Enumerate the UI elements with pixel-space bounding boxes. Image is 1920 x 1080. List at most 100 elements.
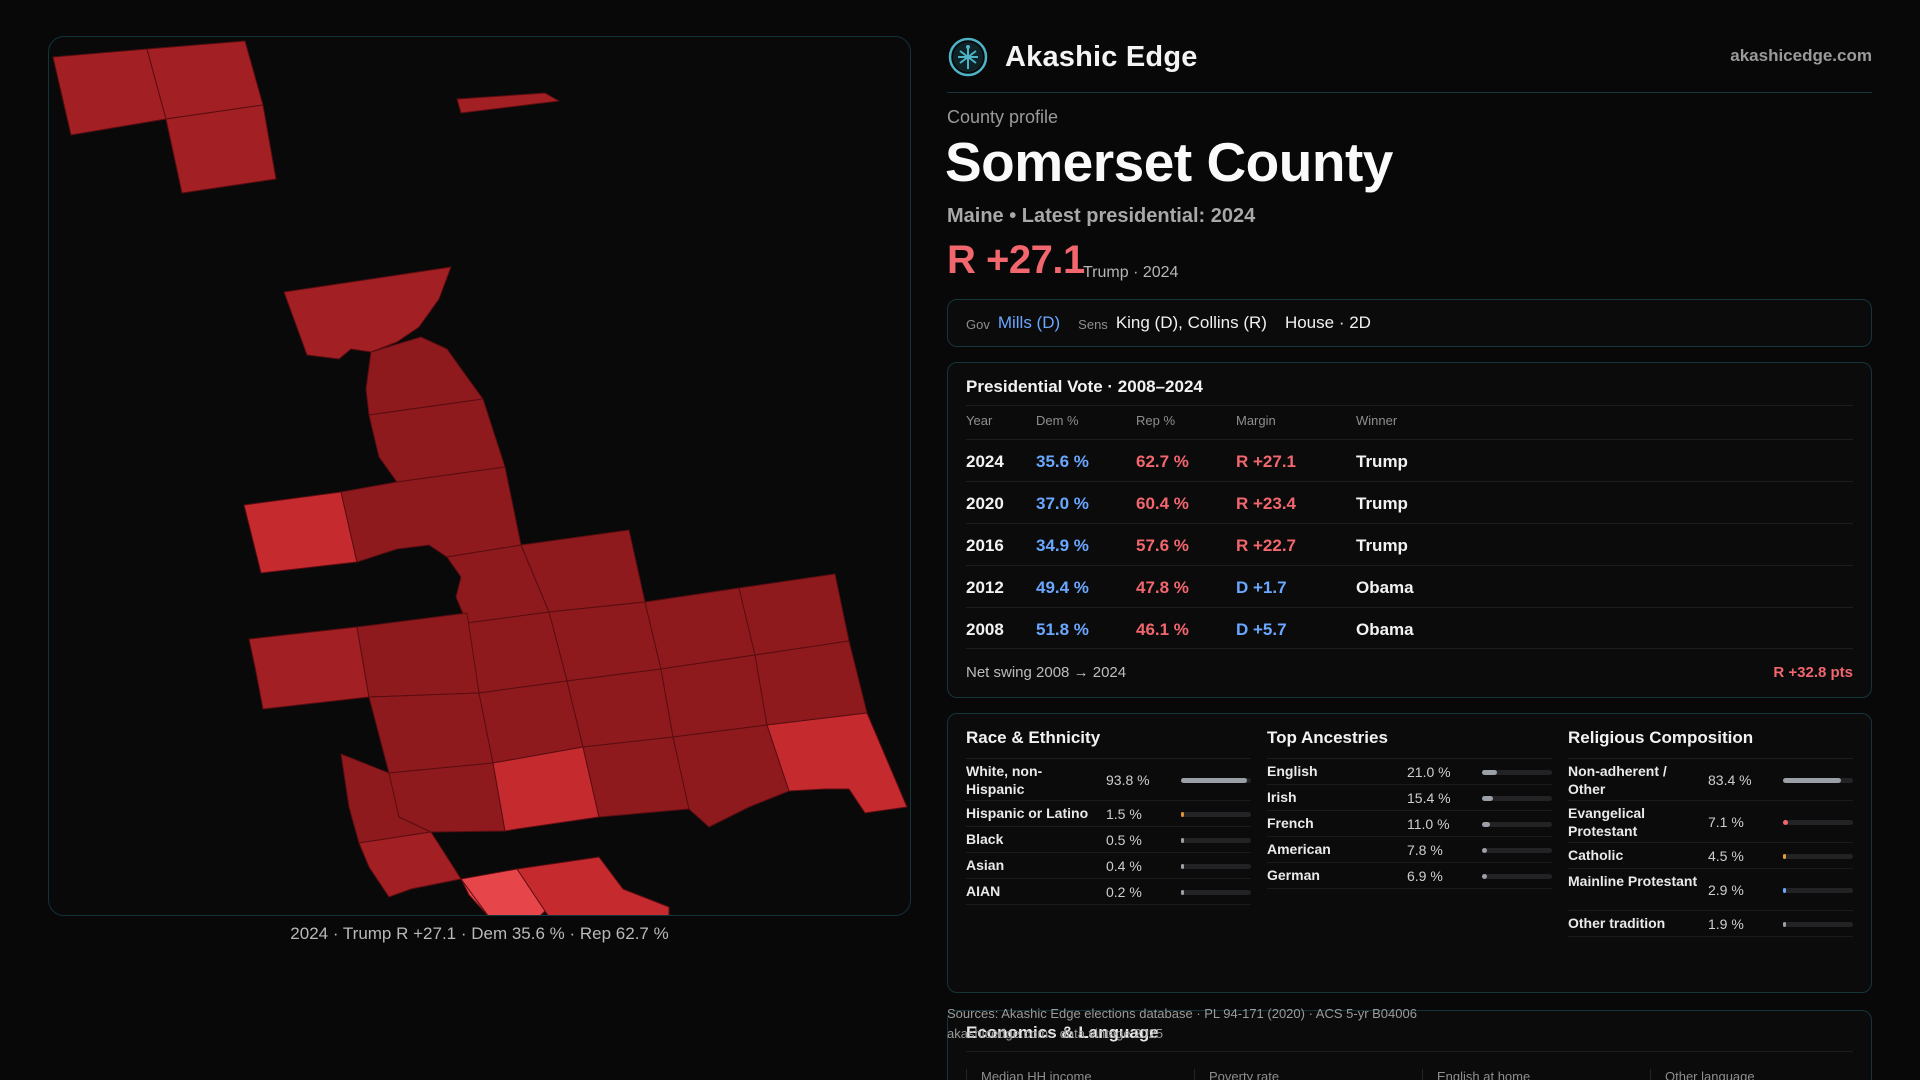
col-winner: Winner bbox=[1356, 413, 1398, 428]
share-bar bbox=[1783, 854, 1853, 859]
col-margin: Margin bbox=[1236, 413, 1276, 428]
town-shape[interactable] bbox=[243, 491, 358, 574]
town-shape[interactable] bbox=[582, 736, 690, 818]
town-shape[interactable] bbox=[460, 868, 550, 916]
list-item[interactable]: English 21.0 % bbox=[1267, 759, 1552, 785]
item-value: 7.1 % bbox=[1708, 814, 1744, 830]
cell-margin: R +23.4 bbox=[1236, 494, 1297, 513]
list-item[interactable]: American 7.8 % bbox=[1267, 837, 1552, 863]
col-rep: Rep % bbox=[1136, 413, 1176, 428]
share-bar bbox=[1482, 796, 1552, 801]
share-bar bbox=[1783, 820, 1853, 825]
item-value: 1.5 % bbox=[1106, 806, 1142, 822]
item-label: Evangelical Protestant bbox=[1568, 805, 1646, 839]
cell-year: 2024 bbox=[966, 452, 1004, 471]
list-item[interactable]: Asian 0.4 % bbox=[966, 853, 1251, 879]
share-bar-fill bbox=[1181, 890, 1184, 895]
item-label: Mainline Protestant bbox=[1568, 873, 1698, 889]
town-shape[interactable] bbox=[660, 654, 768, 738]
town-shape[interactable] bbox=[766, 712, 908, 814]
gov-label: Gov bbox=[966, 317, 990, 332]
town-shape[interactable] bbox=[466, 611, 568, 694]
town-shape[interactable] bbox=[283, 266, 452, 360]
town-shape[interactable] bbox=[566, 668, 674, 748]
governor[interactable]: Mills (D) bbox=[997, 313, 1061, 332]
share-bar bbox=[1482, 874, 1552, 879]
town-shape[interactable] bbox=[644, 587, 756, 670]
county-map[interactable] bbox=[48, 36, 911, 916]
race-title: Race & Ethnicity bbox=[966, 728, 1101, 747]
list-item[interactable]: French 11.0 % bbox=[1267, 811, 1552, 837]
town-shape[interactable] bbox=[456, 92, 560, 114]
religion-title: Religious Composition bbox=[1568, 728, 1754, 747]
kicker: County profile bbox=[947, 107, 1059, 127]
town-shape[interactable] bbox=[516, 856, 670, 916]
town-shape[interactable] bbox=[365, 336, 484, 416]
ancestry-title: Top Ancestries bbox=[1267, 728, 1388, 747]
credit-note: akashicedge.com · data vintage 2025 bbox=[947, 1026, 1164, 1041]
share-bar bbox=[1181, 838, 1251, 843]
divider bbox=[966, 607, 1853, 608]
econ-cell: Median HH income bbox=[966, 1069, 1092, 1080]
cell-dem: 34.9 % bbox=[1036, 536, 1089, 555]
map-caption: 2024 · Trump R +27.1 · Dem 35.6 % · Rep … bbox=[290, 924, 669, 943]
col-year: Year bbox=[966, 413, 993, 428]
town-shape[interactable] bbox=[368, 692, 494, 774]
list-item[interactable]: Non-adherent / Other 83.4 % bbox=[1568, 759, 1853, 801]
town-shape[interactable] bbox=[492, 746, 600, 832]
econ-cell: English at home bbox=[1422, 1069, 1530, 1080]
town-shape[interactable] bbox=[548, 601, 662, 682]
table-row[interactable]: 2012 49.4 % 47.8 % D +1.7 Obama bbox=[948, 566, 1871, 608]
town-shape[interactable] bbox=[340, 466, 522, 563]
town-shape[interactable] bbox=[165, 104, 277, 194]
site-link[interactable]: akashicedge.com bbox=[1730, 46, 1872, 65]
item-label: French bbox=[1267, 815, 1314, 831]
table-row[interactable]: 2008 51.8 % 46.1 % D +5.7 Obama bbox=[948, 608, 1871, 650]
list-item[interactable]: Hispanic or Latino 1.5 % bbox=[966, 801, 1251, 827]
senators: King (D), Collins (R) bbox=[1115, 313, 1267, 332]
share-bar-fill bbox=[1482, 796, 1493, 801]
share-bar-fill bbox=[1181, 864, 1184, 869]
town-shape[interactable] bbox=[248, 626, 370, 710]
divider bbox=[1267, 758, 1552, 759]
county-map-svg[interactable] bbox=[49, 37, 911, 916]
divider bbox=[966, 405, 1853, 406]
cell-dem: 35.6 % bbox=[1036, 452, 1089, 471]
divider bbox=[966, 758, 1251, 759]
economics-card: Economics & Language Median HH income Po… bbox=[947, 1010, 1872, 1080]
table-row[interactable]: 2024 35.6 % 62.7 % R +27.1 Trump bbox=[948, 440, 1871, 482]
town-shape[interactable] bbox=[738, 573, 850, 656]
demographics-card: Race & Ethnicity White, non-Hispanic 93.8… bbox=[947, 713, 1872, 993]
list-item[interactable]: AIAN 0.2 % bbox=[966, 879, 1251, 905]
list-item[interactable]: Irish 15.4 % bbox=[1267, 785, 1552, 811]
table-row[interactable]: 2020 37.0 % 60.4 % R +23.4 Trump bbox=[948, 482, 1871, 524]
town-shape[interactable] bbox=[754, 640, 868, 726]
item-label: American bbox=[1267, 841, 1331, 857]
share-bar bbox=[1181, 778, 1251, 783]
cell-winner: Trump bbox=[1356, 494, 1408, 513]
town-shape[interactable] bbox=[52, 48, 167, 136]
item-value: 2.9 % bbox=[1708, 882, 1744, 898]
item-label: Asian bbox=[966, 857, 1005, 873]
list-item[interactable]: Other tradition 1.9 % bbox=[1568, 911, 1853, 937]
list-item[interactable]: Catholic 4.5 % bbox=[1568, 843, 1853, 869]
table-row[interactable]: 2016 34.9 % 57.6 % R +22.7 Trump bbox=[948, 524, 1871, 566]
brand[interactable]: Akashic Edge bbox=[947, 36, 1198, 78]
list-item[interactable]: Evangelical Protestant 7.1 % bbox=[1568, 801, 1853, 843]
cell-dem: 49.4 % bbox=[1036, 578, 1089, 597]
town-shape[interactable] bbox=[388, 762, 506, 833]
header-divider bbox=[947, 92, 1872, 93]
share-bar bbox=[1181, 812, 1251, 817]
cell-winner: Trump bbox=[1356, 536, 1408, 555]
list-item[interactable]: German 6.9 % bbox=[1267, 863, 1552, 889]
list-item[interactable]: Black 0.5 % bbox=[966, 827, 1251, 853]
share-bar bbox=[1482, 822, 1552, 827]
econ-cell: Other language bbox=[1650, 1069, 1755, 1080]
list-item[interactable]: White, non-Hispanic 93.8 % bbox=[966, 759, 1251, 801]
share-bar bbox=[1482, 770, 1552, 775]
list-item[interactable]: Mainline Protestant 2.9 % bbox=[1568, 869, 1853, 911]
brand-name: Akashic Edge bbox=[1005, 40, 1198, 73]
item-value: 4.5 % bbox=[1708, 848, 1744, 864]
town-shape[interactable] bbox=[358, 831, 462, 898]
town-shape[interactable] bbox=[356, 612, 480, 698]
